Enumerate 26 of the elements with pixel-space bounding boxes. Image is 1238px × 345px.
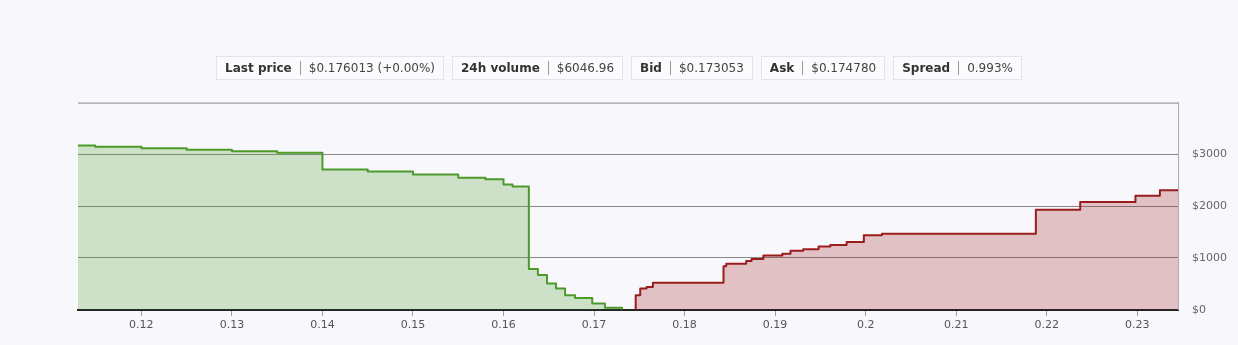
x-tick-label: 0.14 [310,318,335,332]
text: Last price [217,61,301,75]
x-tick-label: 0.17 [581,318,607,332]
x-tick-label: 0.21 [943,318,969,332]
text: $6046.96 [555,61,616,75]
text: $0.176013 (+0.00%) [307,61,436,75]
x-tick-label: 0.16 [491,318,516,332]
text: Ask [761,61,804,75]
text: 0.993% [966,61,1014,75]
x-tick-label: 0.13 [219,318,245,332]
x-tick-label: 0.12 [129,318,154,332]
text: 24h volume [453,61,549,75]
text: Bid [632,61,671,75]
text: $0.174780 [810,61,878,75]
y-tick-label: $2000 [1192,199,1227,213]
x-tick-label: 0.2 [856,318,875,332]
y-tick-label: $0 [1192,302,1206,316]
y-tick-label: $1000 [1192,250,1227,264]
x-tick-label: 0.19 [762,318,788,332]
x-tick-label: 0.15 [400,318,426,332]
y-tick-label: $3000 [1192,147,1227,161]
text: $0.173053 [677,61,745,75]
x-tick-label: 0.18 [672,318,697,332]
text: Spread [894,61,960,75]
x-tick-label: 0.23 [1125,318,1150,332]
x-tick-label: 0.22 [1034,318,1059,332]
